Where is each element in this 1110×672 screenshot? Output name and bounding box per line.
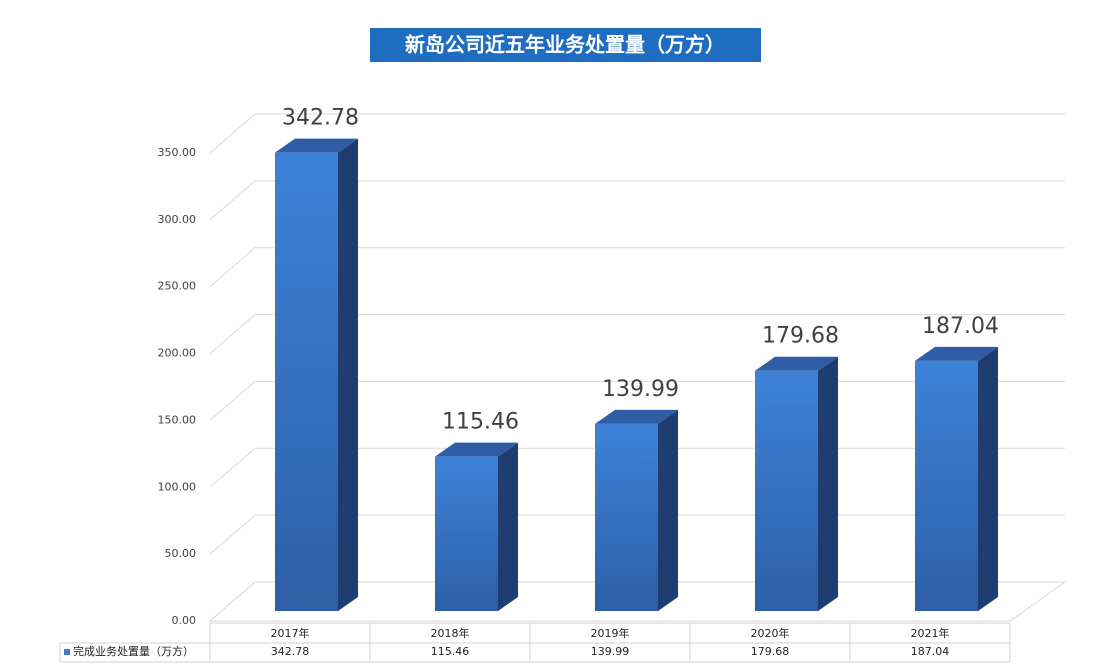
y-tick-label: 150.00: [158, 413, 197, 426]
bar: [275, 152, 338, 611]
x-tick-label: 2019年: [591, 626, 630, 640]
y-tick-label: 50.00: [165, 547, 197, 560]
bar-side: [658, 409, 678, 611]
bar-top: [595, 409, 678, 424]
y-tick-label: 300.00: [158, 213, 197, 226]
y-tick-label: 100.00: [158, 480, 197, 493]
bar-top: [755, 356, 838, 371]
bar-top: [275, 138, 358, 153]
y-tick-label: 250.00: [158, 280, 197, 293]
bar: [755, 370, 818, 611]
bar-side: [978, 346, 998, 611]
grid-line-side: [209, 113, 256, 154]
legend-label: 完成业务处置量（万方）: [73, 644, 194, 658]
data-label: 342.78: [282, 106, 359, 131]
x-tick-label: 2017年: [271, 626, 310, 640]
bar: [915, 360, 978, 611]
grid-line-side: [209, 514, 256, 555]
bar-top: [915, 346, 998, 361]
grid-line-side: [209, 314, 256, 354]
x-tick-label: 2021年: [911, 626, 950, 640]
x-tick-label: 2020年: [751, 626, 790, 640]
data-label: 179.68: [762, 324, 839, 349]
y-tick-label: 0.00: [172, 614, 197, 627]
table-value: 179.68: [751, 645, 790, 658]
table-value: 187.04: [911, 645, 950, 658]
y-tick-label: 350.00: [158, 146, 197, 159]
title-box: [370, 28, 761, 62]
table-value: 115.46: [431, 645, 470, 658]
table-value: 342.78: [271, 645, 310, 658]
bar-side: [818, 356, 838, 611]
bar-top: [435, 442, 518, 457]
chart-title: 新岛公司近五年业务处置量（万方）: [405, 33, 725, 57]
data-label: 187.04: [922, 314, 999, 339]
data-label: 115.46: [442, 410, 519, 435]
grid-line-side: [209, 247, 256, 288]
grid-line-side: [209, 180, 256, 221]
data-label: 139.99: [602, 377, 679, 402]
table-value: 139.99: [591, 645, 630, 658]
bar-side: [338, 138, 358, 611]
grid-line-side: [209, 447, 256, 488]
grid-line-side: [209, 581, 256, 622]
y-tick-label: 200.00: [158, 347, 197, 360]
grid-line-side: [209, 381, 256, 421]
bar-side: [498, 442, 518, 611]
bar: [435, 456, 498, 611]
legend-key: [64, 649, 70, 655]
x-tick-label: 2018年: [431, 626, 470, 640]
bar: [595, 423, 658, 611]
